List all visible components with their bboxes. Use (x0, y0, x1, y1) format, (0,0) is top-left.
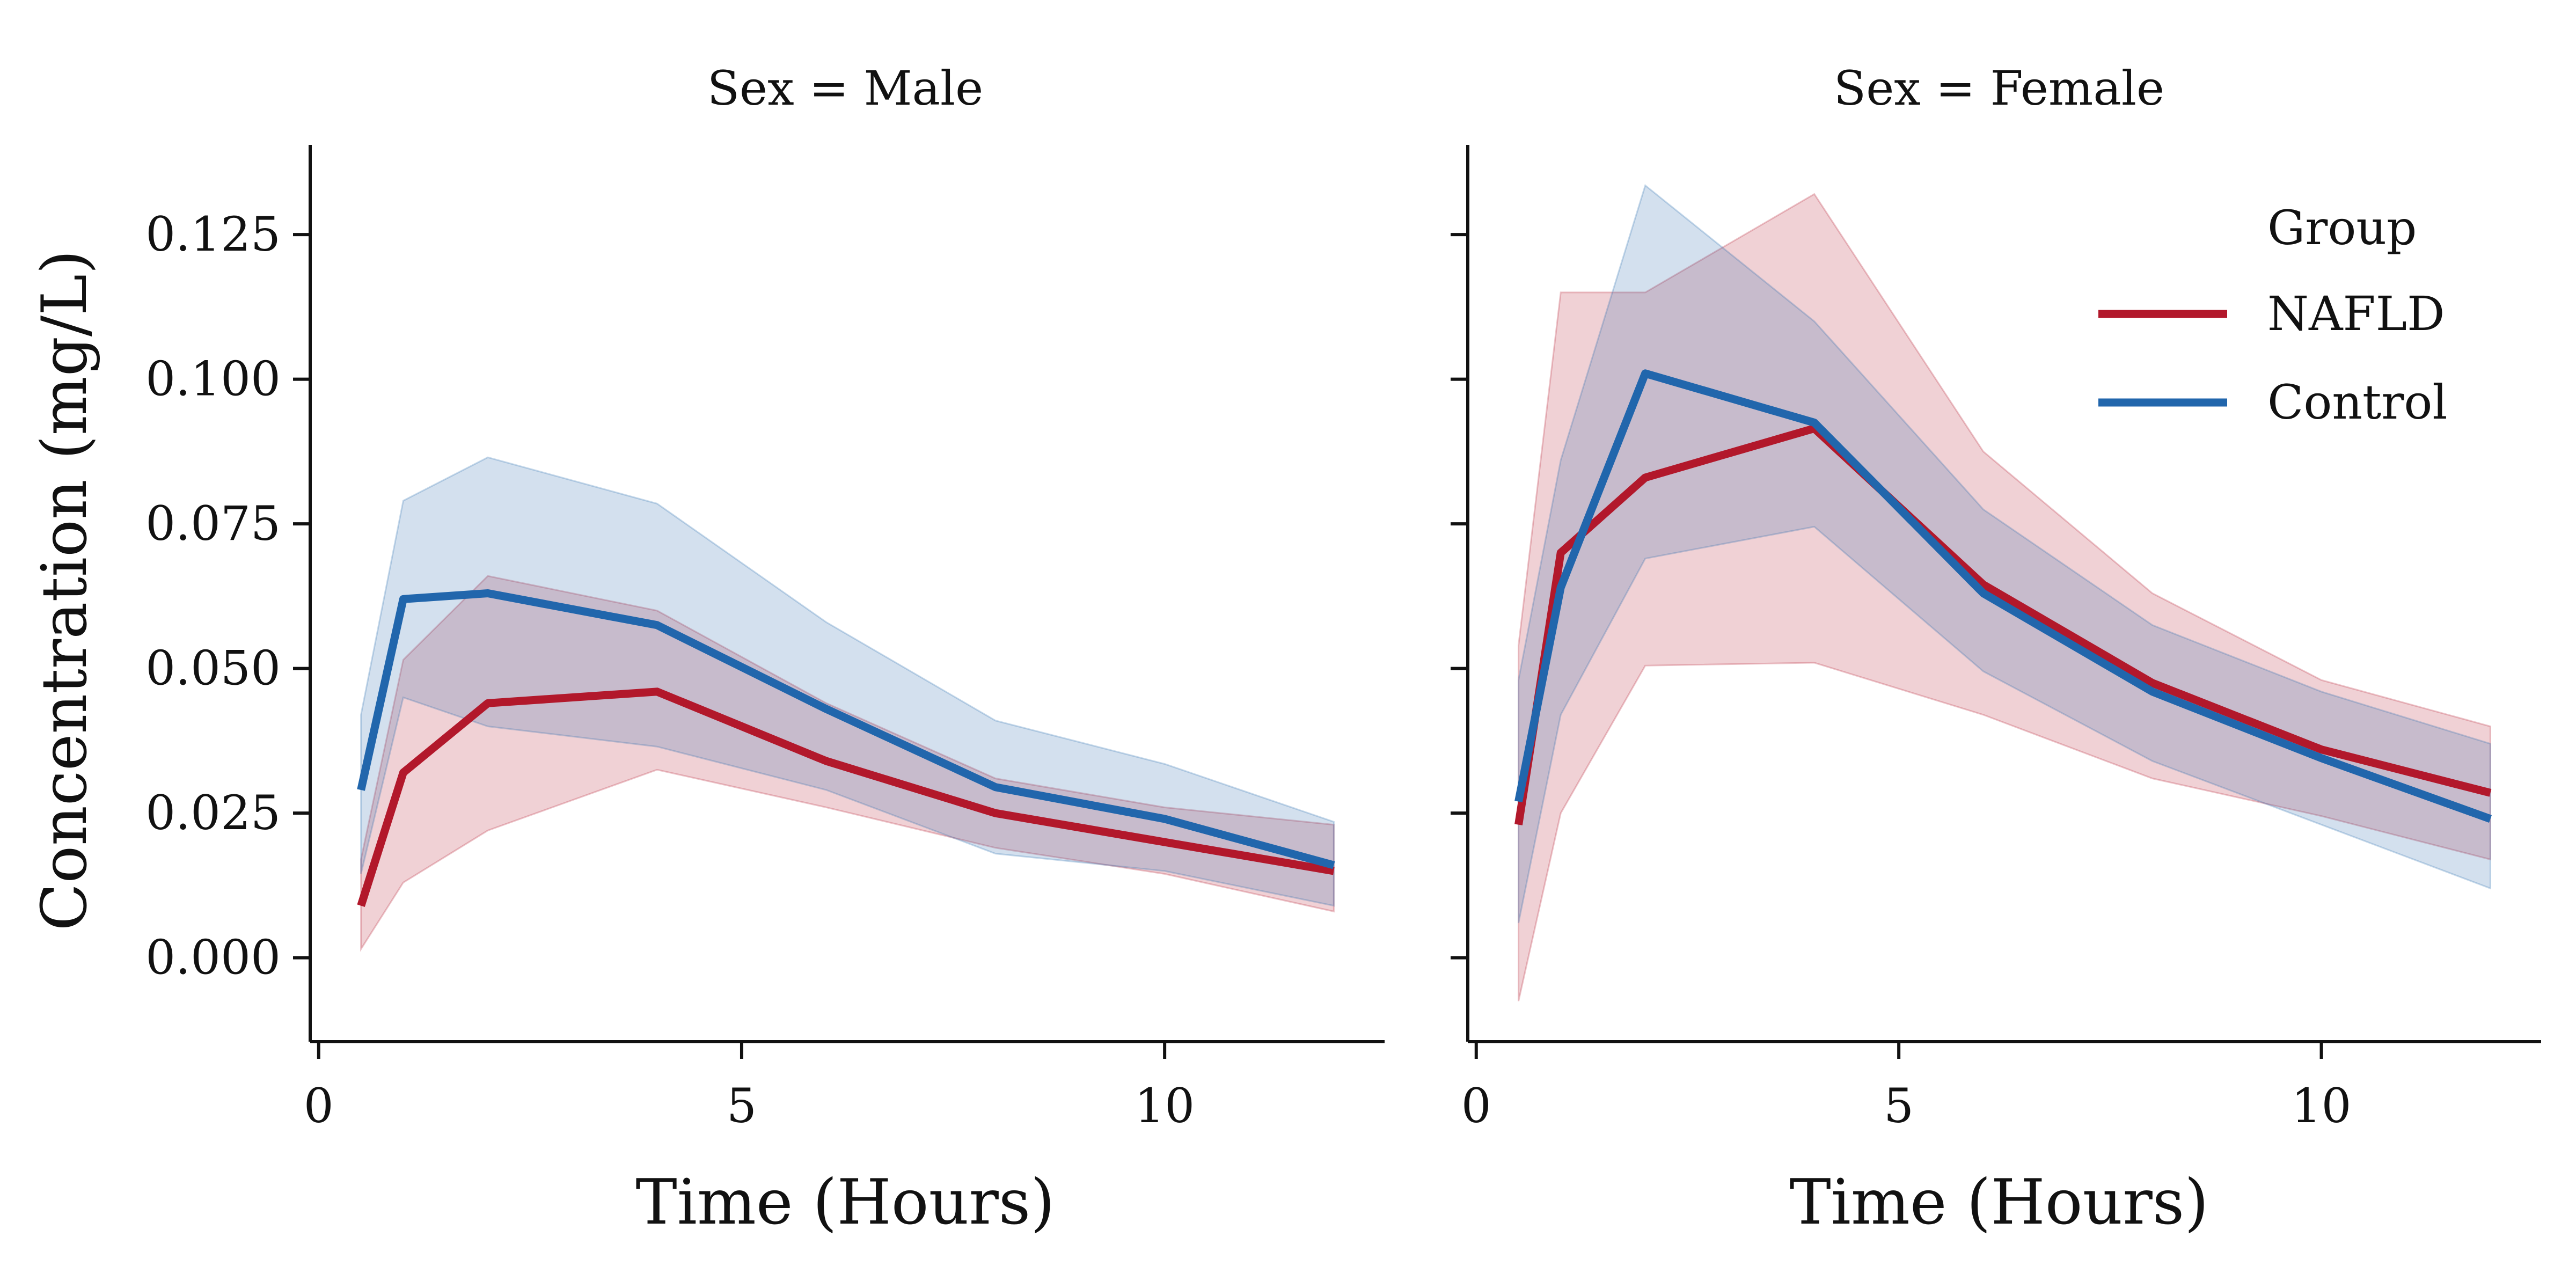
lines-male (357, 589, 1335, 907)
x-ticks-male: 0 5 10 (304, 1042, 1195, 1133)
lines-female (1514, 369, 2492, 825)
y-tick-label: 0.075 (145, 496, 281, 551)
y-tick-label: 0.050 (145, 641, 281, 696)
series-line-control-female (1514, 369, 2492, 823)
ci-band-control-female (1518, 184, 2491, 924)
series-line-nafld-male (357, 687, 1335, 907)
legend-label-nafld: NAFLD (2267, 286, 2445, 341)
x-tick-label-female: 5 (1884, 1078, 1914, 1133)
y-tick-label: 0.100 (145, 352, 281, 407)
y-tick-label: 0.025 (145, 785, 281, 840)
y-axis-label: Concentration (mg/L) (28, 250, 101, 931)
x-tick-label-male: 10 (1135, 1078, 1195, 1133)
y-ticks-female (1451, 233, 1468, 960)
legend-title: Group (2267, 200, 2417, 255)
x-axis-label-male: Time (Hours) (635, 1166, 1055, 1239)
bands-male (360, 456, 1335, 952)
panel-male: Sex = Male 0.000 0.025 0.050 0.075 0.100 0.12… (145, 61, 1385, 1239)
legend: Group NAFLD Control (2098, 200, 2448, 430)
y-tick-label: 0.000 (145, 930, 281, 985)
legend-label-control: Control (2267, 375, 2448, 430)
panel-title-male: Sex = Male (707, 61, 983, 116)
y-tick-label: 0.125 (145, 207, 281, 262)
x-tick-label-male: 5 (727, 1078, 757, 1133)
series-line-control-male (357, 589, 1335, 869)
x-ticks-female: 0 5 10 (1461, 1042, 2352, 1133)
panel-title-female: Sex = Female (1834, 61, 2164, 116)
ci-band-control-male (360, 456, 1335, 907)
ci-band-nafld-male (360, 575, 1335, 952)
x-tick-label-female: 10 (2292, 1078, 2352, 1133)
x-tick-label-male: 0 (304, 1078, 334, 1133)
x-tick-label-female: 0 (1461, 1078, 1491, 1133)
y-ticks-male: 0.000 0.025 0.050 0.075 0.100 0.125 (145, 207, 310, 985)
panel-female: Sex = Female 0 5 10 Time (Hours) Group NAF… (1451, 61, 2541, 1239)
x-axis-label-female: Time (Hours) (1789, 1166, 2208, 1239)
